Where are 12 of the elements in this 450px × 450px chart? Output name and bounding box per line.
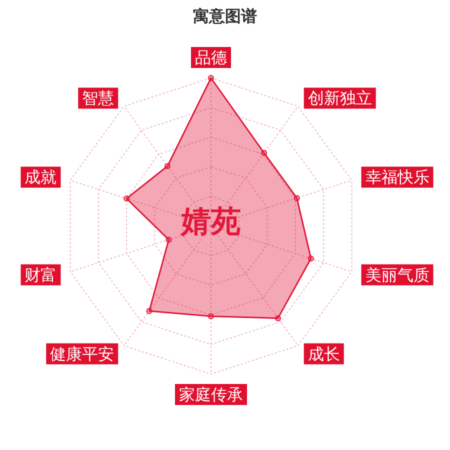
spoke-label: 成就 (24, 168, 57, 187)
spoke-label: 家庭传承 (179, 385, 243, 404)
spoke-label: 智慧 (82, 88, 114, 108)
chart-title: 寓意图谱 (193, 6, 257, 26)
text: 婧苑 (180, 204, 241, 240)
spoke-label: 创新独立 (308, 88, 372, 108)
spoke-label: 幸福快乐 (365, 168, 430, 187)
spoke-label: 品德 (195, 48, 227, 67)
spoke-label: 成长 (308, 344, 340, 364)
spoke-label: 财富 (24, 265, 57, 284)
spoke-label: 健康平安 (50, 344, 114, 364)
spoke-label: 美丽气质 (365, 265, 430, 284)
